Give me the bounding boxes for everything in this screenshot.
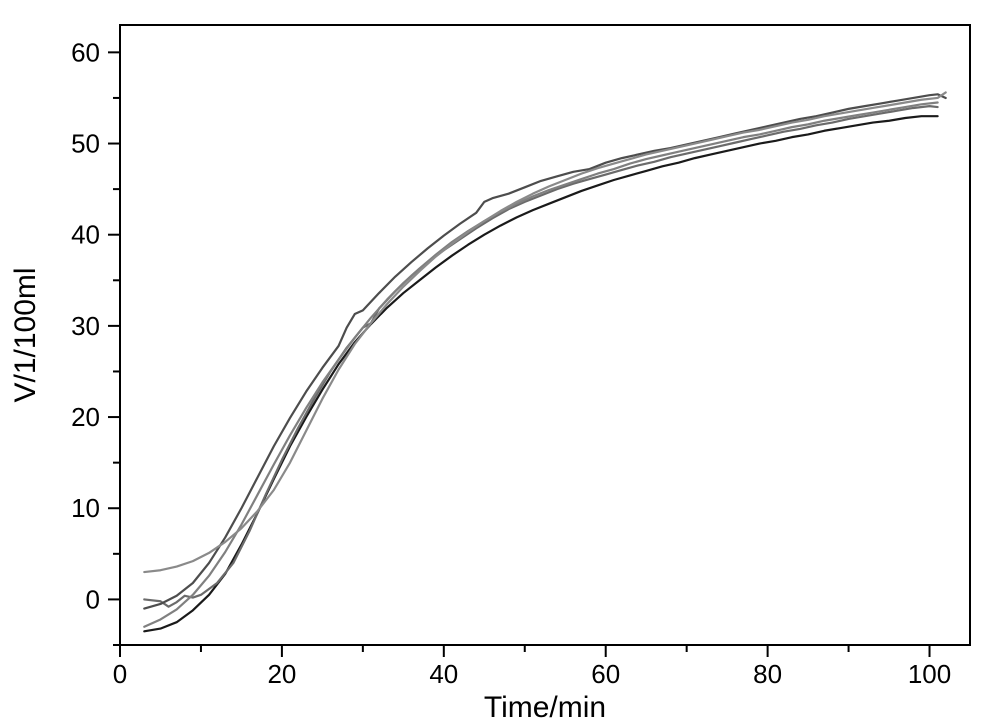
y-tick-label: 40 — [71, 220, 100, 250]
x-tick-label: 40 — [429, 659, 458, 689]
y-tick-label: 50 — [71, 129, 100, 159]
x-tick-label: 100 — [908, 659, 951, 689]
x-tick-label: 20 — [267, 659, 296, 689]
chart-container: 0204060801000102030405060Time/minV/1/100… — [0, 0, 1000, 728]
y-tick-label: 10 — [71, 493, 100, 523]
y-tick-label: 20 — [71, 402, 100, 432]
x-axis-label: Time/min — [484, 691, 606, 724]
y-tick-label: 0 — [86, 584, 100, 614]
y-axis-label: V/1/100ml — [9, 267, 42, 402]
y-tick-label: 30 — [71, 311, 100, 341]
y-tick-label: 60 — [71, 37, 100, 67]
x-tick-label: 80 — [753, 659, 782, 689]
x-tick-label: 60 — [591, 659, 620, 689]
x-tick-label: 0 — [113, 659, 127, 689]
line-chart: 0204060801000102030405060Time/minV/1/100… — [0, 0, 1000, 728]
